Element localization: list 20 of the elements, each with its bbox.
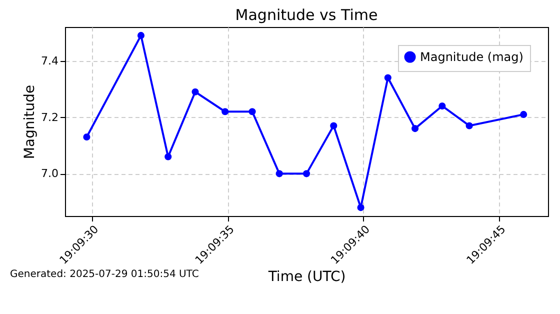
- point: [412, 125, 419, 132]
- point: [192, 88, 199, 96]
- point: [164, 153, 172, 160]
- y-tick-label: 7.4: [41, 54, 58, 68]
- y-tick-label: 7.0: [41, 167, 58, 180]
- point: [276, 170, 283, 178]
- legend-label: Magnitude (mag): [420, 50, 524, 64]
- text: Generated: 2025-07-29 01:50:54 UTC: [10, 269, 199, 280]
- point: [302, 170, 310, 178]
- y-tick-label: 7.2: [41, 110, 58, 124]
- point: [384, 74, 392, 82]
- point: [248, 108, 256, 116]
- point: [357, 204, 364, 212]
- point: [438, 102, 446, 110]
- chart-title: Magnitude vs Time: [235, 6, 378, 24]
- y-axis-title: Magnitude: [22, 84, 38, 160]
- point: [466, 122, 473, 130]
- point: [137, 32, 145, 39]
- point: [330, 122, 338, 130]
- x-axis-title: Time (UTC): [267, 269, 346, 286]
